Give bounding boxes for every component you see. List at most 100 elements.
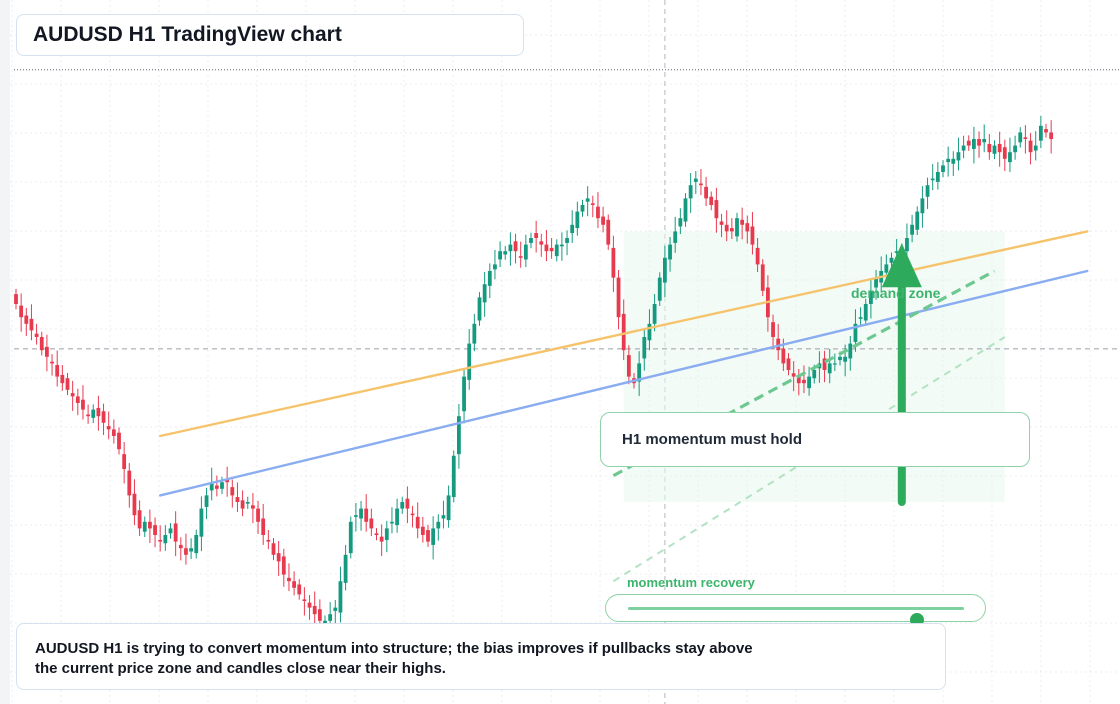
candle-body <box>338 581 343 613</box>
candle-body <box>390 521 394 524</box>
candle-body <box>508 244 513 252</box>
candle-body <box>158 539 163 542</box>
candle-body <box>297 584 302 595</box>
candle-body <box>276 553 281 562</box>
candle-body <box>977 139 981 146</box>
candle-body <box>34 333 39 337</box>
candle-body <box>549 247 554 252</box>
candle-body <box>776 338 781 351</box>
candle-body <box>50 361 54 364</box>
candle-body <box>91 409 96 418</box>
momentum-track <box>628 607 964 627</box>
candle-body <box>446 495 451 521</box>
candle-body <box>287 577 291 582</box>
candle-body <box>420 526 425 535</box>
candle-body <box>673 231 678 243</box>
candle-body <box>760 264 765 291</box>
candle-body <box>220 482 224 489</box>
candle-body <box>554 244 559 257</box>
candle-body <box>199 508 204 537</box>
candle-body <box>354 515 358 517</box>
candle-body <box>560 244 564 247</box>
candle-body <box>1049 132 1054 139</box>
candle-body <box>1028 140 1033 153</box>
candle-body <box>894 251 899 253</box>
candle-body <box>781 348 786 364</box>
candle-body <box>925 185 930 197</box>
candle-body <box>807 376 811 389</box>
candle-body <box>451 455 456 498</box>
candle-body <box>29 318 34 331</box>
candle-body <box>997 143 1002 153</box>
candle-body <box>55 365 60 377</box>
candle-body <box>812 370 817 379</box>
candle-body <box>70 393 75 397</box>
candle-body <box>117 432 121 450</box>
candles <box>14 115 1054 636</box>
candle-body <box>606 219 611 245</box>
candle-body <box>920 198 925 214</box>
callout-text: H1 momentum must hold <box>622 431 803 448</box>
candle-body <box>802 379 806 384</box>
candle-body <box>601 216 605 225</box>
candle-body <box>148 521 152 529</box>
momentum-callout: H1 momentum must hold <box>600 412 1030 467</box>
candle-body <box>843 356 848 362</box>
candle-body <box>652 304 657 324</box>
title-box: AUDUSD H1 TradingView chart <box>16 14 524 56</box>
candle-body <box>415 516 420 529</box>
candle-body <box>441 515 446 519</box>
candle-body <box>153 525 157 535</box>
candle-body <box>946 158 951 163</box>
candle-body <box>709 196 714 205</box>
candle-body <box>343 554 348 583</box>
candle-body <box>281 556 286 575</box>
candle-body <box>266 539 271 542</box>
candle-body <box>683 198 688 222</box>
candle-body <box>60 374 65 384</box>
candle-body <box>493 264 497 270</box>
candle-body <box>827 363 832 374</box>
candle-body <box>539 241 544 245</box>
momentum-meter <box>605 594 986 627</box>
candle-body <box>796 376 801 384</box>
chart-title: AUDUSD H1 TradingView chart <box>33 23 342 46</box>
candle-body <box>384 528 389 540</box>
candle-body <box>616 277 621 318</box>
candle-body <box>81 399 85 410</box>
candle-body <box>585 198 590 202</box>
candle-body <box>750 226 755 245</box>
candle-body <box>142 521 147 532</box>
candle-body <box>647 323 652 341</box>
candle-body <box>235 497 240 502</box>
candle-body <box>935 172 940 182</box>
candle-body <box>1033 145 1038 151</box>
candle-body <box>523 244 528 260</box>
candle-body <box>307 602 312 608</box>
candle-body <box>1002 147 1007 159</box>
caption-box: AUDUSD H1 is trying to convert momentum … <box>16 623 946 690</box>
candle-body <box>822 358 827 370</box>
candle-body <box>529 238 533 243</box>
candle-body <box>45 346 49 357</box>
candle-body <box>786 358 791 370</box>
candle-body <box>230 487 235 496</box>
candle-body <box>333 607 338 611</box>
candle-body <box>590 203 595 205</box>
candle-body <box>580 205 585 212</box>
candle-body <box>884 264 889 273</box>
candle-body <box>745 223 750 232</box>
candle-body <box>1018 132 1023 143</box>
candle-body <box>915 211 920 230</box>
candle-body <box>359 508 363 519</box>
candle-body <box>467 343 472 380</box>
candle-body <box>1023 137 1028 139</box>
candle-body <box>101 411 106 423</box>
candle-body <box>910 224 914 235</box>
candle-body <box>256 508 260 522</box>
candle-body <box>544 244 549 252</box>
caption-text: AUDUSD H1 is trying to convert momentum … <box>35 640 753 677</box>
candle-body <box>637 363 642 382</box>
signal-arrow-head <box>881 243 922 288</box>
candle-body <box>987 143 992 153</box>
